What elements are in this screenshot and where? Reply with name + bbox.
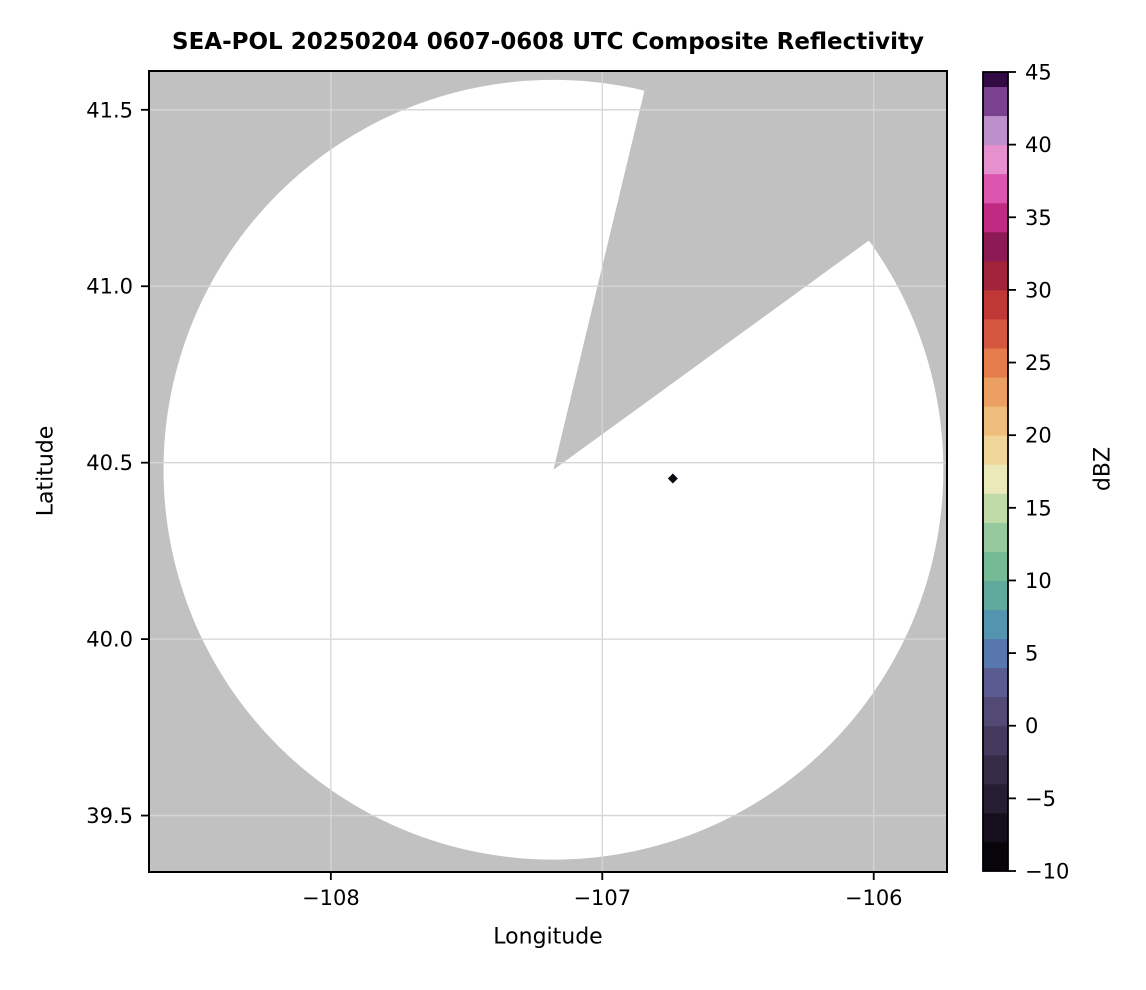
x-tick-label: −106 [845,886,903,910]
colorbar-tick-label: −10 [1025,860,1069,884]
colorbar-tick-label: 30 [1025,278,1052,302]
colorbar-band [983,551,1008,581]
colorbar-band [983,435,1008,465]
colorbar-band [983,86,1008,117]
y-tick-label: 39.5 [86,804,133,828]
colorbar-tick-label: 0 [1025,714,1038,738]
y-axis-label: Latitude [33,425,59,517]
colorbar-band [983,522,1008,552]
colorbar-frame [982,71,1009,872]
radar-echo-point [667,473,678,484]
x-tick-label: −108 [302,886,360,910]
colorbar-tick-label: −5 [1025,787,1056,811]
colorbar-band [983,260,1008,291]
colorbar-band [983,144,1008,175]
x-tick-label: −107 [573,886,631,910]
colorbar-band [983,406,1008,436]
colorbar-tick-label: 10 [1025,569,1052,593]
x-axis-label: Longitude [493,924,603,950]
colorbar-tick-label: 5 [1025,642,1038,666]
colorbar-band [983,841,1008,872]
gridlines [149,71,947,872]
missing-data-sector [553,71,934,470]
colorbar-tick-label: 35 [1025,206,1052,230]
axes-frame [148,70,948,873]
colorbar-tick-label: 40 [1025,133,1052,157]
radar-field [163,71,944,860]
colorbar-tick-label: 15 [1025,496,1052,520]
colorbar-band [983,696,1008,727]
colorbar-band [983,725,1008,756]
colorbar-tick-label: 20 [1025,424,1052,448]
colorbar-band [983,609,1008,640]
colorbar-band [983,812,1008,843]
colorbar-band [983,202,1008,233]
plot-title: SEA-POL 20250204 0607-0608 UTC Composite… [172,29,924,55]
y-tick-label: 41.5 [86,98,133,122]
y-tick-label: 40.0 [86,628,133,652]
colorbar-band [983,493,1008,523]
colorbar-label: dBZ [1090,446,1116,492]
colorbar-band [983,173,1008,204]
colorbar-band [983,377,1008,407]
y-tick-label: 40.5 [86,451,133,475]
colorbar-band [983,464,1008,494]
colorbar-band [983,115,1008,146]
colorbar-tick-label: 45 [1025,61,1052,85]
colorbar-band [983,783,1008,814]
colorbar-band [983,348,1008,378]
colorbar-band [983,638,1008,669]
y-tick-label: 41.0 [86,275,133,299]
colorbar-band [983,318,1008,349]
colorbar-band [983,231,1008,262]
colorbar-band [983,72,1008,88]
colorbar-band [983,667,1008,698]
colorbar-band [983,754,1008,785]
colorbar-band [983,289,1008,320]
colorbar-band [983,580,1008,611]
colorbar-tick-label: 25 [1025,351,1052,375]
